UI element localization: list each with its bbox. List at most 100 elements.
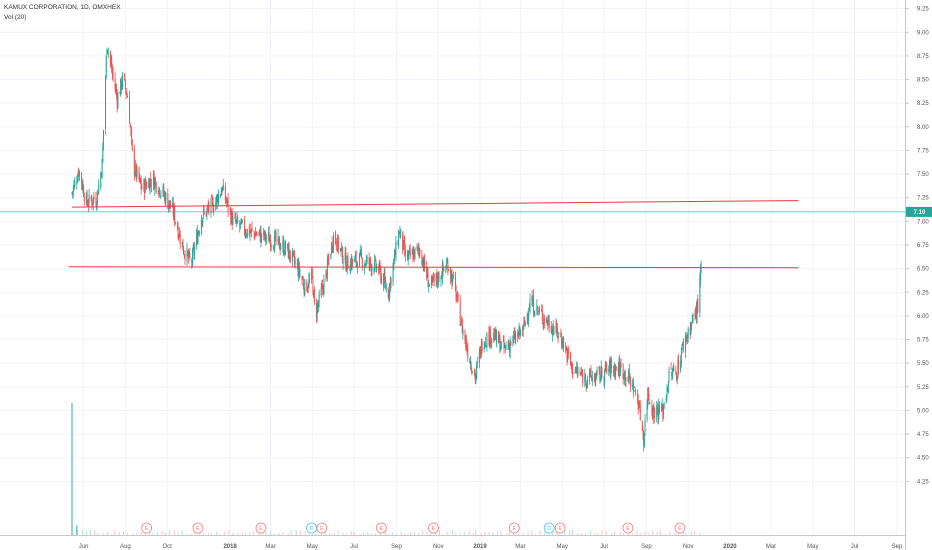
volume-bar <box>359 533 361 535</box>
candle-body <box>370 259 372 265</box>
candle-body <box>529 298 531 311</box>
candle-body <box>411 250 413 255</box>
candle-body <box>646 404 648 420</box>
candle-body <box>283 240 285 255</box>
time-tick-label: Jul <box>600 544 608 550</box>
candle-body <box>187 251 189 254</box>
candle-body <box>479 348 481 355</box>
candle-body <box>282 241 284 247</box>
candle-body <box>177 226 179 239</box>
volume-bar <box>400 532 402 535</box>
volume-bar <box>418 532 420 535</box>
candle-body <box>598 366 600 370</box>
candle-body <box>322 284 324 289</box>
candle-body <box>456 298 458 300</box>
candle-body <box>413 249 415 259</box>
candle-body <box>456 295 458 297</box>
candle-body <box>541 308 543 312</box>
candle-body <box>244 219 246 233</box>
candle-body <box>296 263 298 265</box>
candle-body <box>642 430 644 436</box>
price-tag-label: 7.10 <box>914 210 926 216</box>
volume-bar <box>468 530 470 535</box>
candle-body <box>317 304 319 308</box>
volume-bar <box>315 533 317 535</box>
candle-body <box>148 180 150 188</box>
candle-body <box>656 406 658 417</box>
candle-body <box>634 386 636 389</box>
candle-body <box>112 70 114 77</box>
candle-body <box>90 196 92 200</box>
candle-body <box>212 202 214 212</box>
candle-body <box>399 231 401 236</box>
volume-bar <box>177 532 179 535</box>
volume-bar <box>492 532 494 535</box>
volume-indicator-label[interactable]: Vol (20) <box>4 14 27 21</box>
candle-body <box>555 323 557 333</box>
candle-body <box>313 290 315 297</box>
candle-body <box>115 88 117 90</box>
price-axis[interactable]: 9.509.259.008.758.508.258.007.757.507.25… <box>905 0 932 550</box>
time-axis[interactable]: Jun Aug Oct 2018 Mar May Jul Sep Nov 2019 Mar May Ju… <box>0 535 905 550</box>
volume-bar <box>173 530 175 535</box>
volume-bar <box>169 530 171 535</box>
volume-bar <box>118 531 120 535</box>
event-marker <box>508 522 520 534</box>
candle-body <box>364 262 366 264</box>
candle-body <box>404 250 406 256</box>
candle-body <box>139 177 141 179</box>
candle-body <box>459 300 461 326</box>
horizontal-lines[interactable] <box>0 200 905 269</box>
candle-body <box>215 195 217 204</box>
volume-bar <box>367 532 369 535</box>
volume-bar <box>559 533 561 535</box>
candle-body <box>194 247 196 256</box>
candle-body <box>92 197 94 204</box>
volume-bar <box>164 532 166 535</box>
candle-body <box>541 311 543 322</box>
candle-body <box>160 193 162 195</box>
candle-body <box>236 216 238 221</box>
candle-body <box>254 233 256 236</box>
candle-body <box>504 344 506 348</box>
candle-body <box>494 329 496 339</box>
candle-body <box>126 93 128 95</box>
price-tick-label: 5.25 <box>917 385 929 391</box>
candle-body <box>179 235 181 244</box>
candle-body <box>308 278 310 287</box>
candle-body <box>647 387 649 405</box>
candle-body <box>480 341 482 355</box>
volume-bar <box>652 530 654 535</box>
volume-bar <box>244 532 246 535</box>
candle-body <box>394 252 396 256</box>
candle-body <box>107 50 109 52</box>
volume-bar <box>438 530 440 535</box>
candle-body <box>253 231 255 233</box>
candle-body <box>608 360 610 367</box>
candle-body <box>267 232 269 236</box>
candle-body <box>93 195 95 200</box>
candle-body <box>346 255 348 270</box>
candle-body <box>467 347 469 358</box>
candle-body <box>512 336 514 345</box>
candle-body <box>539 309 541 311</box>
volume-bar <box>265 531 267 535</box>
candle-body <box>278 237 280 239</box>
candle-body <box>105 55 107 77</box>
candle-body <box>435 273 437 282</box>
candle-body <box>481 341 483 352</box>
candle-body <box>489 328 491 346</box>
symbol-title[interactable]: KAMUX CORPORATION, 1D, OMXHEX <box>4 4 121 11</box>
candle-body <box>87 204 89 206</box>
candle-body <box>681 344 683 352</box>
volume-bar <box>181 530 183 535</box>
candle-body <box>237 218 239 223</box>
candle-body <box>261 233 263 238</box>
volume-bar <box>459 532 461 535</box>
candle-body <box>579 371 581 373</box>
candle-body <box>86 192 88 204</box>
candle-body <box>486 333 488 348</box>
price-tick-label: 7.25 <box>917 196 929 202</box>
